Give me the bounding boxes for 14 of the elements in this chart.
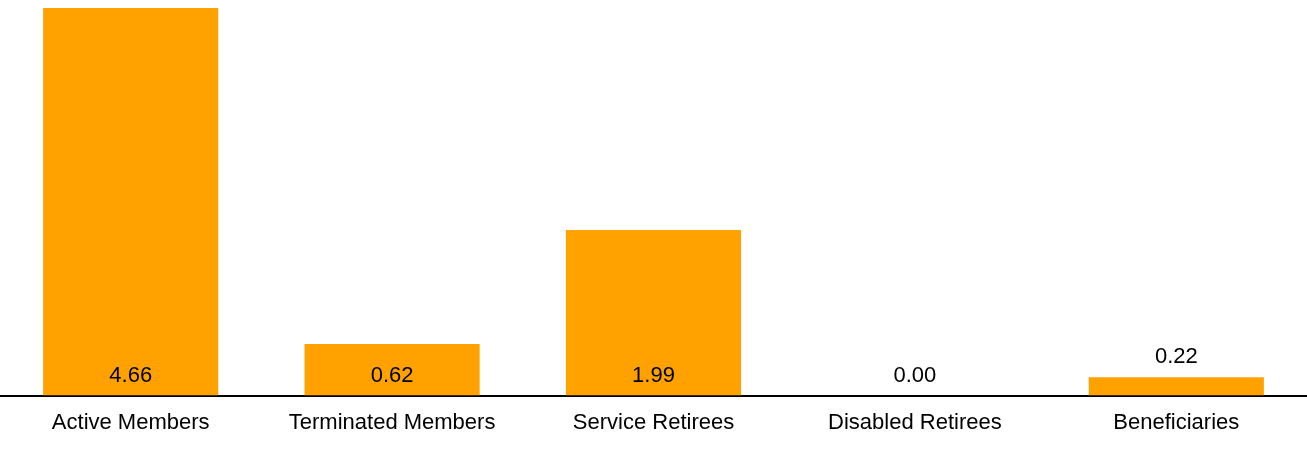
bar <box>43 8 219 396</box>
x-tick-label: Terminated Members <box>288 408 496 434</box>
x-tick-label: Beneficiaries <box>1113 408 1240 434</box>
bar <box>1088 377 1264 396</box>
x-tick-label: Disabled Retirees <box>828 408 1002 434</box>
bar <box>304 344 480 396</box>
x-tick-label: Active Members <box>51 408 210 434</box>
data-label: 0.22 <box>1154 343 1198 369</box>
data-label: 4.66 <box>109 361 153 387</box>
x-tick-label: Service Retirees <box>572 408 735 434</box>
data-label: 0.62 <box>370 361 414 387</box>
bar <box>565 230 742 396</box>
data-label: 0.00 <box>893 361 937 387</box>
data-label: 1.99 <box>632 361 675 387</box>
